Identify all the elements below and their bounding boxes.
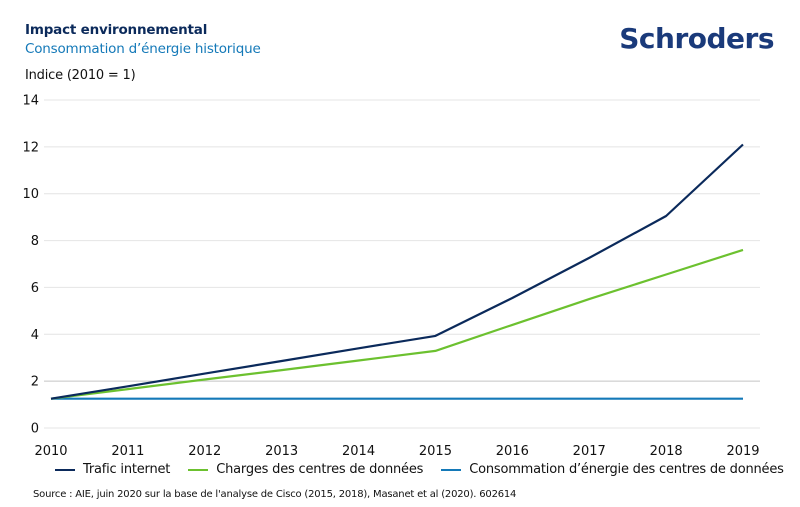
x-tick-label: 2019 <box>726 444 759 459</box>
gridlines <box>44 99 760 429</box>
x-tick-label: 2016 <box>496 444 529 459</box>
source-note: Source : AIE, juin 2020 sur la base de l… <box>33 489 517 500</box>
legend-item-trafic: Trafic internet <box>55 462 170 477</box>
y-tick-label: 4 <box>31 328 39 343</box>
y-tick-label: 6 <box>31 281 39 296</box>
x-tick-label: 2013 <box>265 444 298 459</box>
legend-swatch <box>55 468 75 471</box>
legend-item-charges: Charges des centres de données <box>188 462 423 477</box>
x-tick-label: 2011 <box>111 444 144 459</box>
y-tick-label: 8 <box>31 234 39 249</box>
x-tick-label: 2010 <box>34 444 67 459</box>
legend: Trafic internet Charges des centres de d… <box>55 462 784 477</box>
chart-subtitle: Consommation d’énergie historique <box>25 41 261 57</box>
y-axis-label: Indice (2010 = 1) <box>25 68 136 83</box>
legend-label: Trafic internet <box>83 462 171 477</box>
schroders-logo: Schroders <box>619 22 774 55</box>
legend-label: Consommation d’énergie des centres de do… <box>469 462 784 477</box>
y-tick-labels: 0 2 4 6 8 10 12 14 <box>22 94 39 437</box>
series-line-trafic-internet <box>50 143 744 400</box>
x-tick-label: 2018 <box>650 444 683 459</box>
legend-swatch <box>441 468 462 471</box>
x-tick-label: 2014 <box>342 444 375 459</box>
series-lines <box>50 143 744 400</box>
chart-title: Impact environnemental <box>25 22 208 38</box>
legend-swatch <box>188 468 209 471</box>
x-tick-label: 2015 <box>419 444 452 459</box>
y-tick-label: 0 <box>31 422 39 437</box>
y-tick-label: 2 <box>31 375 39 390</box>
series-line-charges-des-centres-de-donn-es <box>50 248 744 400</box>
y-tick-label: 14 <box>22 94 39 109</box>
legend-label: Charges des centres de données <box>216 462 424 477</box>
y-tick-label: 10 <box>22 187 39 202</box>
x-tick-label: 2017 <box>573 444 606 459</box>
x-tick-labels: 2010 2011 2012 2013 2014 2015 2016 2017 2018 2019 <box>34 444 759 459</box>
y-tick-label: 12 <box>22 140 39 155</box>
legend-item-consommation: Consommation d’énergie des centres de do… <box>441 462 784 477</box>
x-tick-label: 2012 <box>188 444 221 459</box>
